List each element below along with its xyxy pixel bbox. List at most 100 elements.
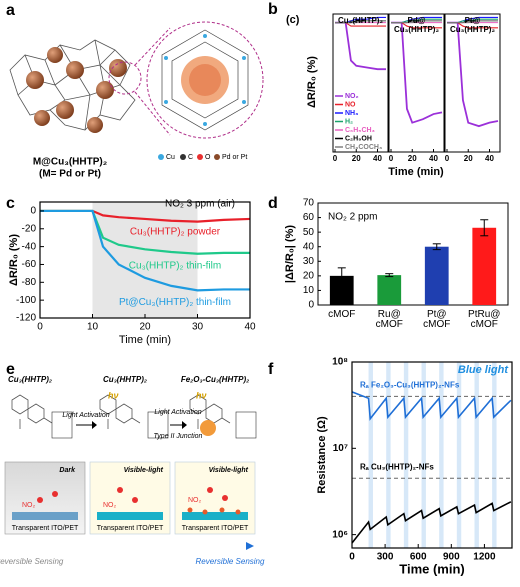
framework-detail	[161, 29, 249, 131]
stage-title: Cu₃(HHTP)₂	[103, 375, 147, 384]
y-tick-label: -100	[16, 295, 36, 306]
caption: (M= Pd or Pt)	[39, 169, 101, 180]
y-tick-label: -20	[22, 223, 37, 234]
panel-label: c	[6, 195, 15, 212]
sensing-label: Irreversible Sensing	[0, 557, 64, 566]
y-tick-label: 10	[303, 285, 315, 296]
panel-label: a	[6, 2, 15, 19]
legend-dot	[214, 154, 220, 160]
x-tick-label: 1200	[473, 552, 496, 563]
light-period	[403, 362, 409, 548]
legend-dot	[197, 154, 203, 160]
x-tick-label: 20	[408, 154, 417, 163]
annotation: NO₂ 3 ppm (air)	[165, 199, 235, 210]
line	[351, 501, 512, 544]
legend-text: C	[188, 154, 193, 161]
panel-label: d	[268, 195, 278, 212]
arrow-label: Light Activation	[62, 412, 109, 419]
film	[182, 512, 248, 520]
x-tick-label: 20	[464, 154, 473, 163]
bar	[472, 227, 497, 305]
y-tick-label: -80	[22, 277, 37, 288]
mechanism: Cu₃(HHTP)₂ Cu₃(HHTP)₂ Fe₂O₃-Cu₃(HHTP)₂ h…	[0, 375, 265, 566]
particles	[187, 507, 241, 515]
line	[335, 20, 386, 24]
fe2o3-particle	[200, 420, 216, 436]
x-tick-label: 40	[485, 154, 494, 163]
y-axis-label: ΔR/R₀ (%)	[8, 234, 20, 286]
x-axis-label: Time (min)	[399, 561, 465, 576]
bar	[329, 275, 354, 305]
y-tick-label: 10⁸	[332, 357, 348, 368]
x-tick-label: cMOF	[328, 309, 355, 320]
gas-label: NO₂	[22, 502, 36, 509]
legend-text: NH₃	[345, 110, 358, 117]
arrow-head	[92, 421, 97, 429]
panel-title: Pd@ Cu₃(HHTP)₂	[394, 16, 439, 34]
x-axis-label: Time (min)	[388, 166, 444, 178]
legend-text: C₂H₅OH	[345, 135, 372, 142]
y-tick-label: -40	[22, 241, 37, 252]
panel-title: Pt@ Cu₃(HHTP)₂	[450, 16, 495, 34]
light-period	[439, 362, 444, 548]
caption: M@Cu₃(HHTP)₂	[33, 157, 107, 168]
x-tick-label: Pt@ cMOF	[423, 309, 450, 330]
series-label: Pt@Cu₃(HHTP)₂ thin-film	[119, 297, 231, 308]
x-tick-label: 0	[389, 154, 394, 163]
x-tick-label: 20	[139, 322, 151, 333]
legend-text: NO	[345, 101, 356, 108]
panel-label: f	[268, 361, 274, 378]
device-light	[174, 461, 256, 535]
x-axis-label: Time (min)	[119, 334, 171, 346]
y-tick-label: -120	[16, 313, 36, 324]
panel-label: e	[6, 361, 15, 378]
x-tick-label: 0	[445, 154, 450, 163]
arrow-head	[182, 421, 187, 429]
condition: Visible-light	[209, 467, 249, 474]
y-axis-label: ΔR/R₀ (%)	[306, 56, 318, 108]
x-tick-label: Ru@ cMOF	[376, 309, 403, 330]
device-dark	[4, 461, 86, 535]
arrow-label: Type II Junction	[154, 433, 203, 440]
y-tick-label: 50	[303, 227, 315, 238]
y-tick-label: 10⁶	[332, 529, 348, 540]
y-tick-label: 60	[303, 212, 315, 223]
stage-title: Cu₃(HHTP)₂	[8, 375, 52, 384]
bar	[377, 275, 402, 305]
band-box	[51, 411, 73, 439]
photon: hν	[196, 390, 207, 400]
sensing-label: Reversible Sensing	[196, 557, 265, 566]
legend-dot	[158, 154, 164, 160]
light-period	[421, 362, 426, 548]
y-tick-label: 30	[303, 256, 315, 267]
plot-bg	[352, 362, 512, 548]
x-tick-label: 40	[429, 154, 438, 163]
y-tick-label: 70	[303, 198, 315, 209]
film	[12, 512, 78, 520]
panel-tag: (c)	[286, 14, 300, 26]
band-box	[147, 411, 169, 439]
x-tick-label: 0	[349, 552, 355, 563]
light-period	[492, 362, 497, 548]
zoom-lines	[134, 27, 171, 136]
plot-frame	[388, 13, 445, 153]
y-axis-label: |ΔR/R₀| (%)	[284, 225, 296, 283]
x-tick-label: 900	[443, 552, 460, 563]
light-period	[474, 362, 479, 548]
condition: Visible-light	[124, 467, 164, 474]
legend-dot	[180, 154, 186, 160]
x-tick-label: 0	[333, 154, 338, 163]
series-label: Rₐ Cu₃(HHTP)₂-NFs	[360, 462, 434, 471]
annotation: Blue light	[458, 364, 509, 376]
series-label: Cu₃(HHTP)₂ powder	[130, 227, 221, 238]
x-tick-label: 10	[87, 322, 99, 333]
arrow-label: Light Activation	[154, 409, 201, 416]
legend-text: Pd or Pt	[222, 154, 247, 161]
device-light	[89, 461, 171, 535]
plot-frame	[332, 13, 389, 153]
y-axis-label: Resistance (Ω)	[316, 416, 328, 494]
plot-frame	[351, 361, 513, 549]
x-tick-label: 600	[410, 552, 427, 563]
bar	[424, 246, 449, 305]
